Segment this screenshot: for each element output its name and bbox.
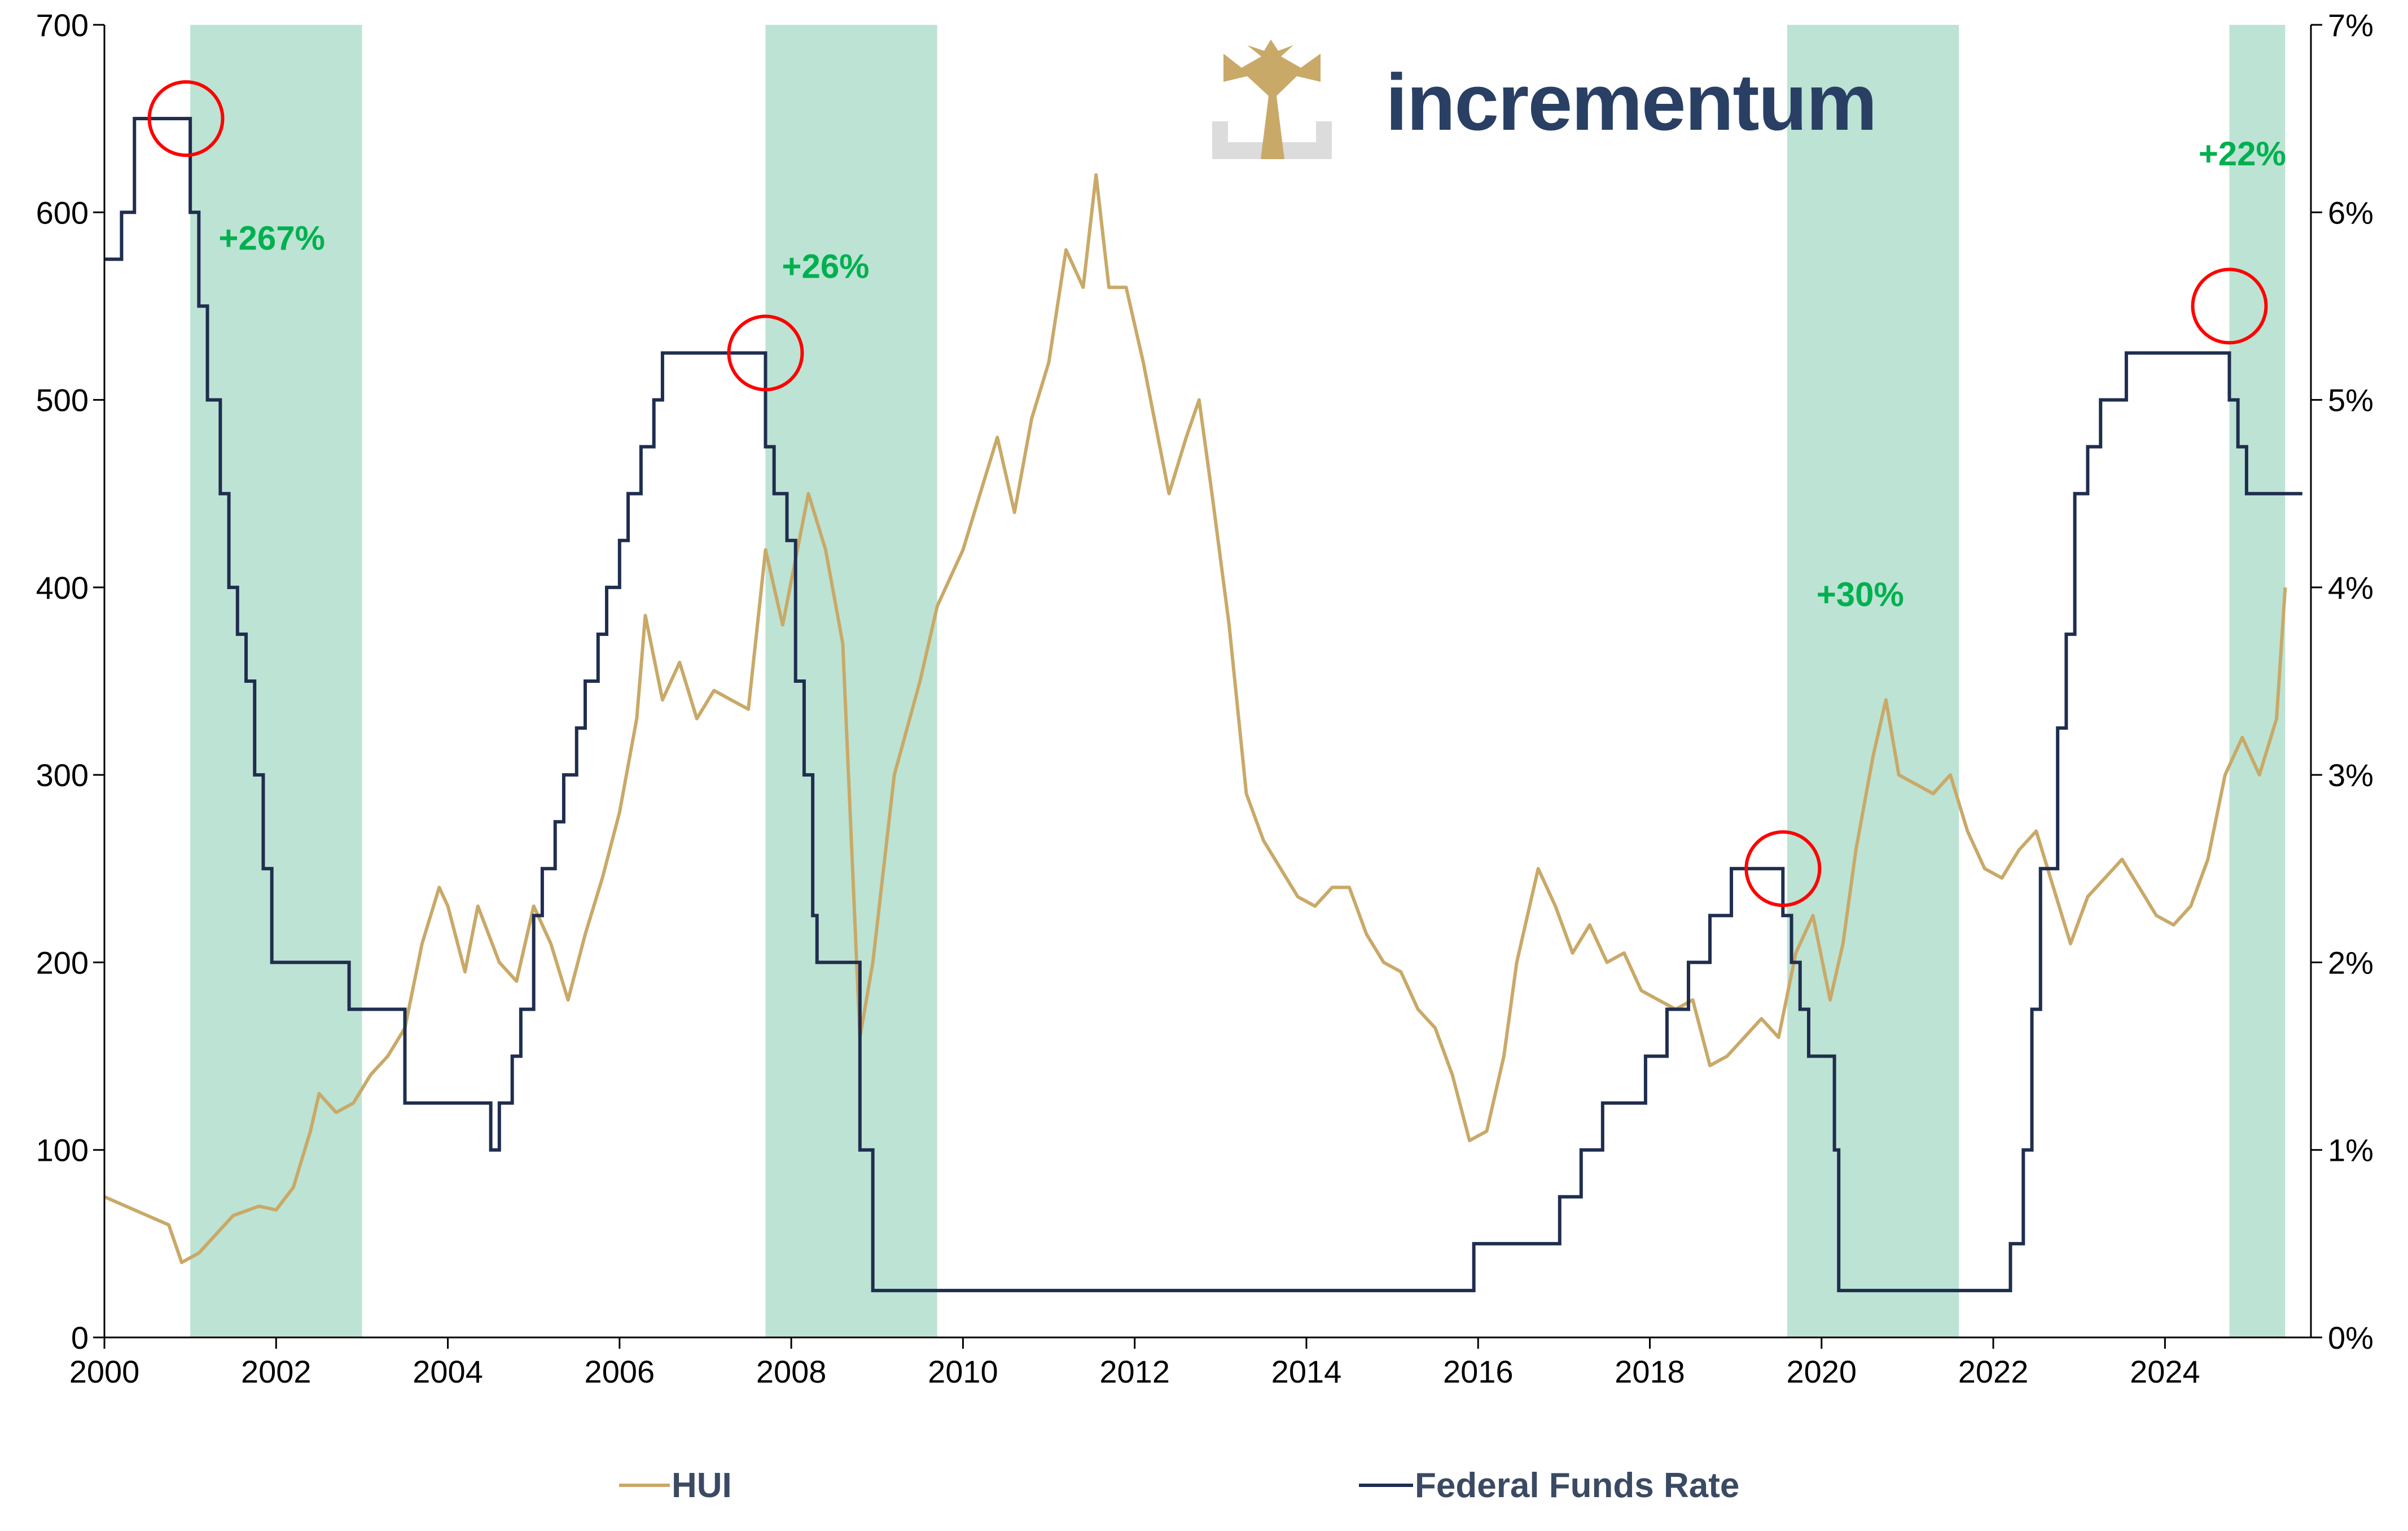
x-tick-label: 2000: [69, 1354, 140, 1389]
y-right-tick-label: 1%: [2328, 1133, 2374, 1168]
legend: HUI Federal Funds Rate: [619, 1466, 1739, 1505]
gain-annotation-1: +267%: [218, 220, 325, 257]
shaded-period-3: [1787, 25, 1959, 1337]
hui-series: [103, 173, 2287, 1265]
gain-annotation-2: +26%: [782, 248, 869, 286]
y-left-tick-label: 400: [36, 570, 89, 606]
shaded-period-1: [190, 25, 362, 1337]
legend-label-hui: HUI: [672, 1466, 732, 1505]
x-tick-label: 2018: [1615, 1354, 1685, 1389]
brand-name: incrementum: [1385, 58, 1876, 147]
x-tick-label: 2016: [1443, 1354, 1514, 1389]
x-tick-label: 2014: [1271, 1354, 1342, 1389]
x-tick-label: 2012: [1099, 1354, 1170, 1389]
peak-marker-4: [2191, 267, 2268, 345]
x-tick-label: 2024: [2130, 1354, 2200, 1389]
y-right-tick-label: 5%: [2328, 383, 2374, 418]
y-left-tick-label: 100: [36, 1133, 89, 1168]
y-left-tick-label: 700: [36, 7, 89, 43]
x-tick-label: 2006: [585, 1354, 655, 1389]
y-right-tick-label: 0%: [2328, 1320, 2374, 1355]
x-tick-label: 2020: [1787, 1354, 1857, 1389]
shaded-periods: [190, 25, 2286, 1337]
hui-line: [103, 173, 2287, 1265]
legend-item-hui: HUI: [619, 1466, 732, 1505]
tree-icon: [1212, 40, 1332, 159]
brand-logo: incrementum: [1212, 40, 1878, 159]
y-right-tick-label: 7%: [2328, 7, 2374, 43]
federal-funds-rate-series: [104, 117, 2302, 1292]
y-right-tick-label: 4%: [2328, 570, 2374, 606]
x-tick-label: 2002: [241, 1354, 312, 1389]
x-tick-label: 2010: [928, 1354, 998, 1389]
y-left-tick-label: 0: [71, 1320, 89, 1355]
x-tick-label: 2004: [413, 1354, 483, 1389]
x-tick-label: 2022: [1958, 1354, 2029, 1389]
y-left-tick-label: 200: [36, 945, 89, 980]
peak-marker-1: [147, 80, 225, 157]
shaded-period-4: [2229, 25, 2286, 1337]
y-right-tick-label: 6%: [2328, 195, 2374, 230]
x-tick-label: 2008: [756, 1354, 827, 1389]
shaded-period-2: [765, 25, 937, 1337]
y-left-tick-label: 300: [36, 757, 89, 793]
markers: [147, 80, 2268, 907]
peak-marker-2: [727, 314, 804, 392]
legend-label-federal-funds-rate: Federal Funds Rate: [1415, 1466, 1739, 1505]
gain-annotation-4: +22%: [2199, 135, 2286, 173]
axes: 0 100 200 300 400 500 600 700 0% 1% 2% 3% 4% 5% 6% 7% 20…: [36, 7, 2374, 1389]
gain-annotation-3: +30%: [1817, 576, 1904, 613]
annotations: +267% +26% +30% +22%: [218, 135, 2286, 613]
federal-funds-rate-line: [104, 117, 2302, 1292]
y-right-tick-label: 2%: [2328, 945, 2374, 980]
peak-marker-3: [1744, 830, 1822, 907]
y-right-tick-label: 3%: [2328, 757, 2374, 793]
y-left-tick-label: 600: [36, 195, 89, 230]
y-left-tick-label: 500: [36, 383, 89, 418]
legend-item-federal-funds-rate: Federal Funds Rate: [1359, 1466, 1739, 1505]
